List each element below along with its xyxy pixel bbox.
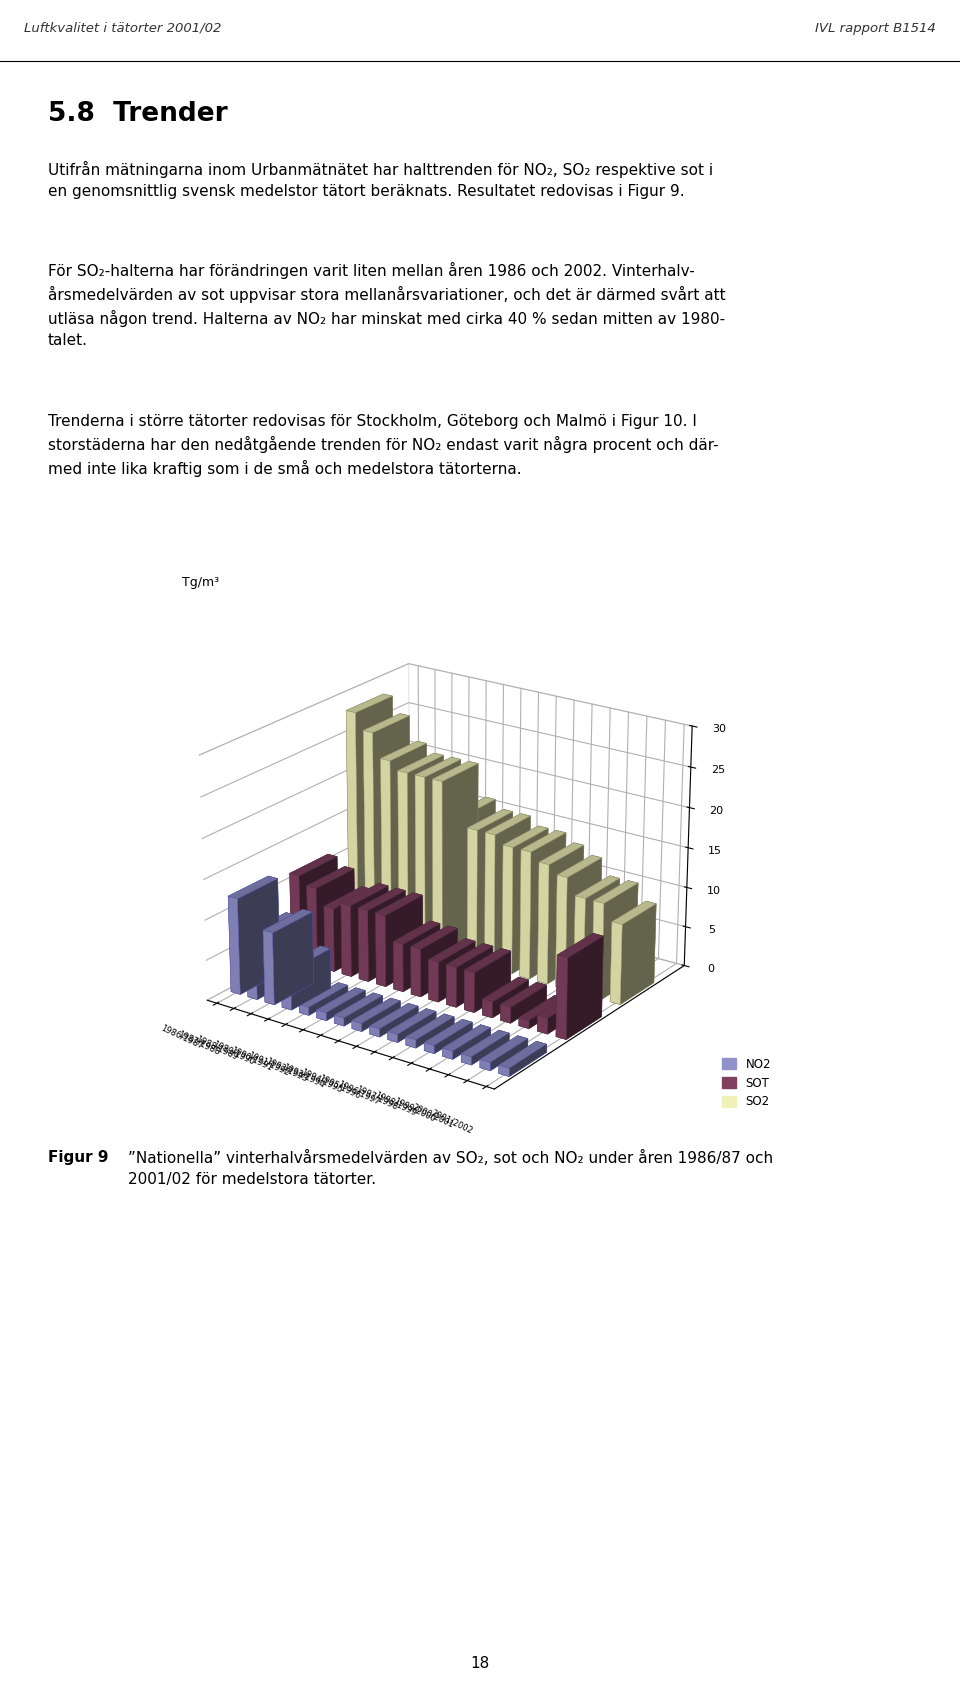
Text: Figur 9: Figur 9 <box>48 1150 108 1165</box>
Text: 18: 18 <box>470 1657 490 1671</box>
Text: 5.8  Trender: 5.8 Trender <box>48 101 228 127</box>
Text: Tg/m³: Tg/m³ <box>181 577 219 590</box>
Text: För SO₂-halterna har förändringen varit liten mellan åren 1986 och 2002. Vinterh: För SO₂-halterna har förändringen varit … <box>48 262 726 348</box>
Text: Luftkvalitet i tätorter 2001/02: Luftkvalitet i tätorter 2001/02 <box>24 22 222 34</box>
Text: Trenderna i större tätorter redovisas för Stockholm, Göteborg och Malmö i Figur : Trenderna i större tätorter redovisas fö… <box>48 414 719 477</box>
Legend: NO2, SOT, SO2: NO2, SOT, SO2 <box>722 1057 771 1109</box>
Text: ”Nationella” vinterhalvårsmedelvärden av SO₂, sot och NO₂ under åren 1986/87 och: ”Nationella” vinterhalvårsmedelvärden av… <box>129 1150 774 1187</box>
Text: IVL rapport B1514: IVL rapport B1514 <box>815 22 936 34</box>
Text: Utifrån mätningarna inom Urbanmätnätet har halttrenden för NO₂, SO₂ respektive s: Utifrån mätningarna inom Urbanmätnätet h… <box>48 161 713 198</box>
